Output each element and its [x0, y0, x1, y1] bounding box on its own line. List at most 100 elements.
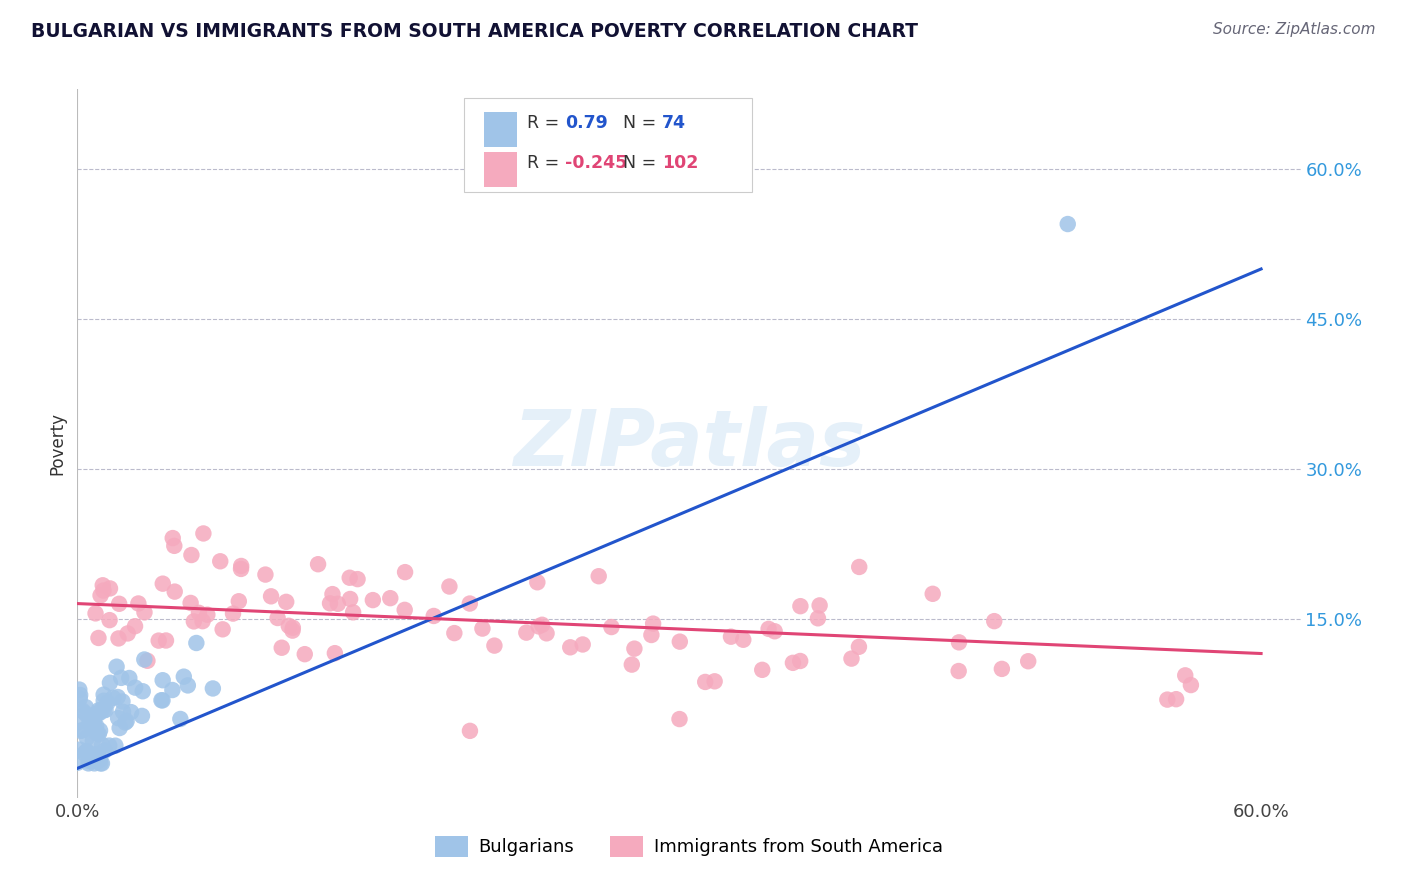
Point — [281, 624, 304, 638]
Point — [380, 591, 402, 606]
Point — [536, 626, 558, 640]
Point — [101, 690, 124, 705]
Point — [1180, 678, 1202, 692]
Point — [307, 558, 329, 572]
Point — [93, 703, 115, 717]
Point — [94, 743, 117, 757]
Point — [1174, 668, 1197, 682]
Point — [89, 756, 111, 771]
Point — [807, 611, 830, 625]
Point — [471, 622, 494, 636]
Point — [527, 619, 550, 633]
Point — [276, 595, 298, 609]
Point — [111, 694, 134, 708]
Point — [75, 700, 97, 714]
Point — [83, 749, 105, 764]
Point — [108, 721, 131, 735]
Point — [91, 578, 114, 592]
Text: ZIPatlas: ZIPatlas — [513, 406, 865, 482]
Point — [260, 590, 283, 604]
Point — [86, 707, 108, 722]
Point — [117, 626, 139, 640]
Point — [173, 670, 195, 684]
Point — [150, 693, 173, 707]
Point — [531, 617, 554, 632]
Point — [789, 654, 811, 668]
Point — [72, 704, 94, 718]
Point — [124, 619, 146, 633]
Point — [921, 587, 943, 601]
Point — [394, 565, 416, 579]
Text: -0.245: -0.245 — [565, 153, 627, 171]
Text: 74: 74 — [662, 113, 686, 131]
Point — [152, 576, 174, 591]
Point — [321, 587, 343, 601]
Point — [948, 635, 970, 649]
Point — [515, 625, 537, 640]
Point — [703, 674, 725, 689]
Point — [91, 756, 114, 771]
Point — [148, 633, 170, 648]
Text: R =: R = — [527, 113, 565, 131]
Point — [132, 684, 155, 698]
Point — [841, 651, 863, 665]
Point — [326, 597, 349, 611]
Point — [668, 712, 690, 726]
Point — [155, 633, 177, 648]
Point — [90, 588, 112, 602]
Point — [1166, 692, 1188, 706]
Point — [1156, 692, 1178, 706]
Point — [266, 611, 288, 625]
Point — [127, 597, 149, 611]
Point — [180, 548, 202, 562]
Point — [98, 675, 121, 690]
Text: N =: N = — [612, 153, 661, 171]
Point — [107, 690, 129, 704]
Point — [294, 647, 316, 661]
Point — [76, 744, 98, 758]
Point — [177, 678, 200, 692]
Point — [394, 603, 416, 617]
Point — [763, 624, 786, 639]
Point — [72, 723, 94, 738]
Point — [69, 742, 91, 756]
Point — [848, 560, 870, 574]
Point — [948, 664, 970, 678]
Point — [339, 592, 361, 607]
Point — [620, 657, 643, 672]
Point — [346, 572, 368, 586]
Point — [186, 636, 208, 650]
Text: 0.79: 0.79 — [565, 113, 607, 131]
Y-axis label: Poverty: Poverty — [48, 412, 66, 475]
Point — [270, 640, 292, 655]
Point — [90, 703, 112, 717]
Point — [66, 756, 89, 770]
Point — [108, 597, 131, 611]
Point — [82, 733, 104, 747]
Point — [193, 526, 215, 541]
Point — [111, 705, 134, 719]
Point — [73, 747, 96, 761]
Point — [152, 673, 174, 688]
Point — [94, 703, 117, 717]
Point — [163, 539, 186, 553]
Point — [124, 681, 146, 695]
Point — [134, 652, 156, 666]
Point — [733, 632, 755, 647]
Point — [319, 596, 342, 610]
Point — [526, 575, 548, 590]
Point — [571, 638, 593, 652]
Point — [209, 554, 232, 568]
Point — [77, 756, 100, 771]
Point — [136, 654, 159, 668]
Point — [695, 675, 717, 690]
Point — [211, 623, 233, 637]
Point — [67, 682, 90, 697]
Point — [323, 646, 346, 660]
Point — [67, 715, 90, 730]
Point — [342, 605, 364, 619]
Point — [107, 711, 129, 725]
Point — [87, 631, 110, 645]
Point — [643, 616, 665, 631]
Point — [87, 727, 110, 741]
